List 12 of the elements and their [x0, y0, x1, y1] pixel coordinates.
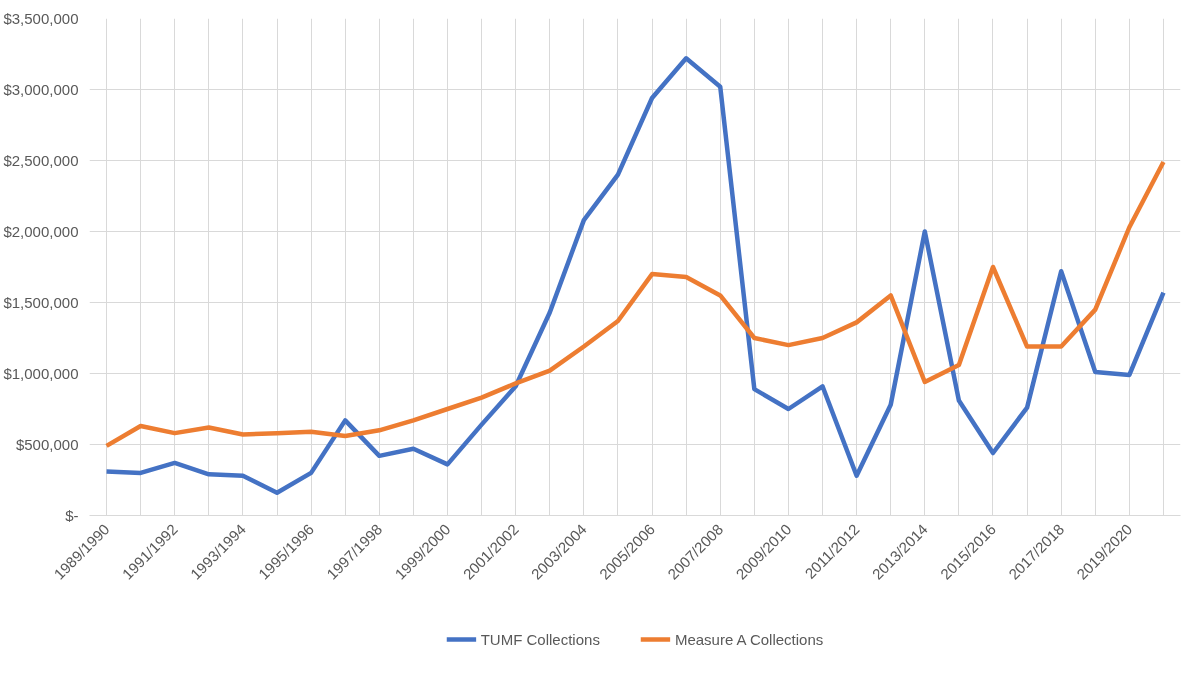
legend-label: TUMF Collections — [480, 630, 600, 648]
y-tick-label: $2,500,000 — [3, 152, 79, 169]
y-tick-label: $1,500,000 — [3, 294, 79, 311]
y-tick-label: $- — [65, 507, 79, 524]
y-tick-label: $3,000,000 — [3, 81, 79, 98]
y-tick-label: $1,000,000 — [3, 365, 79, 382]
y-tick-label: $3,500,000 — [3, 10, 79, 27]
y-tick-label: $2,000,000 — [3, 223, 79, 240]
line-series — [104, 159, 1166, 449]
legend-label: Measure A Collections — [674, 630, 824, 648]
y-tick-label: $500,000 — [15, 436, 79, 453]
line-series — [104, 56, 1166, 496]
